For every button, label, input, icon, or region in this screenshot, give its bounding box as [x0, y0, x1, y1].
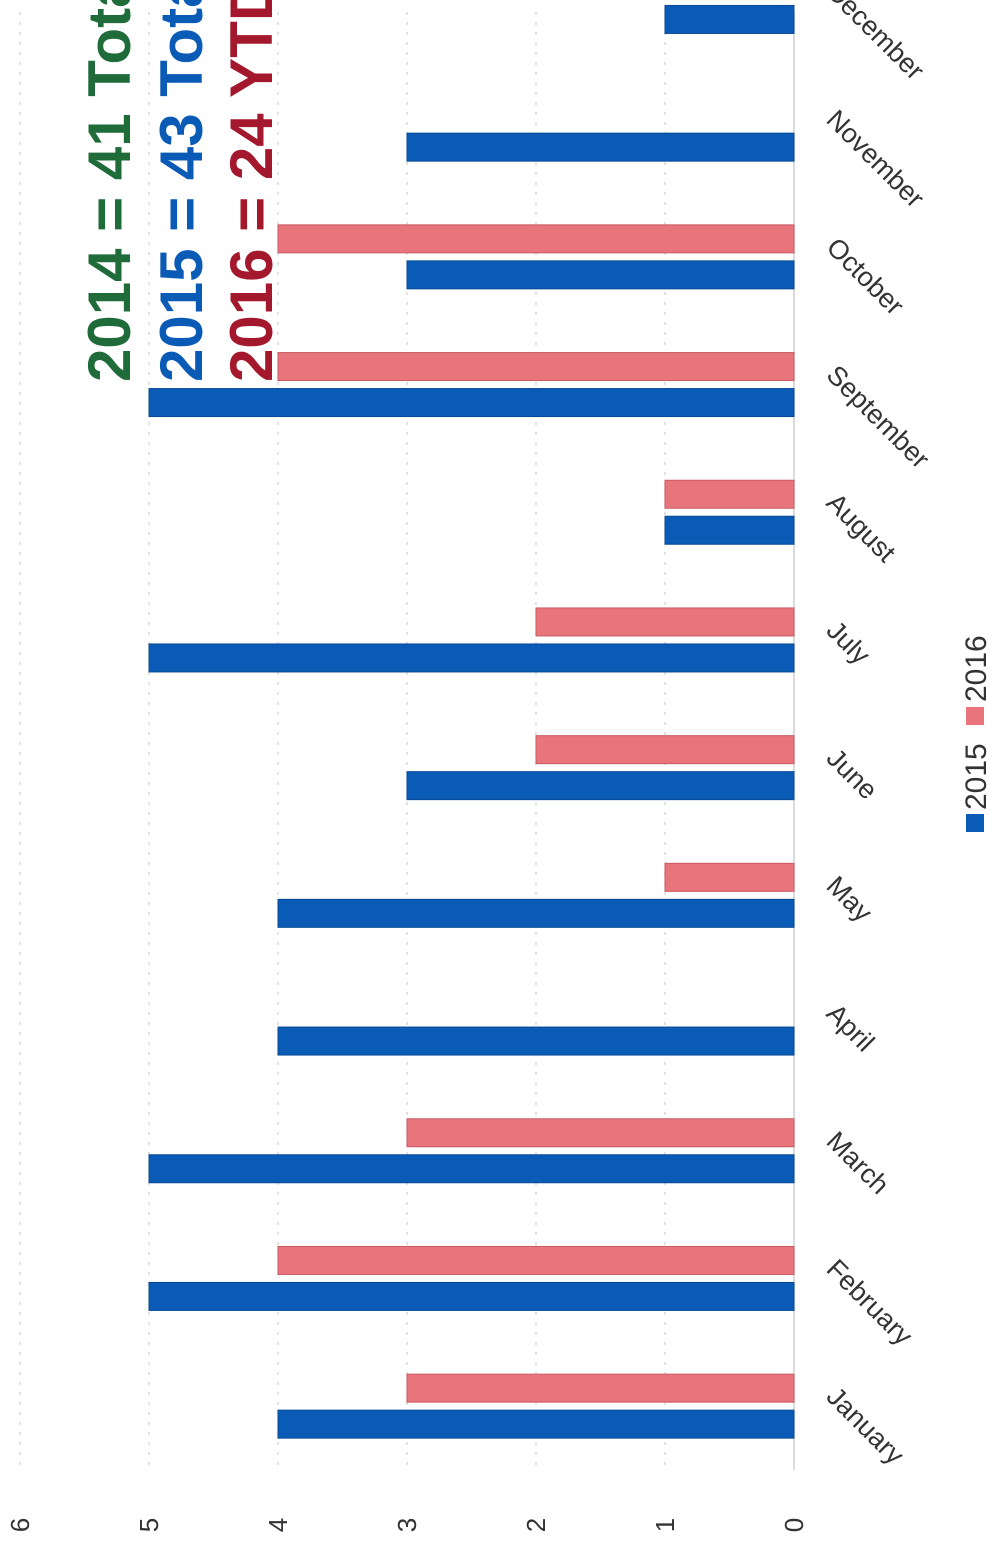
tick-label-1: 1	[650, 1518, 680, 1532]
category-label-january: January	[821, 1381, 910, 1470]
category-label-december: December	[821, 0, 930, 86]
bar-2015-july	[148, 643, 795, 673]
legend-swatch-2016	[966, 707, 984, 725]
category-label-september: September	[821, 360, 936, 475]
annotation-2014-total: 2014 = 41 Total	[76, 0, 143, 382]
bar-2015-april	[277, 1026, 795, 1056]
tick-label-5: 5	[134, 1518, 164, 1532]
bar-2015-may	[277, 898, 795, 928]
category-label-july: July	[821, 615, 877, 671]
tick-label-0: 0	[779, 1518, 809, 1532]
bar-2016-july	[535, 607, 795, 637]
legend-label-2015: 2015	[960, 743, 992, 810]
category-label-october: October	[821, 232, 910, 321]
bar-2015-january	[277, 1409, 795, 1439]
category-label-august: August	[821, 487, 902, 568]
bar-2016-january	[406, 1373, 795, 1403]
category-label-march: March	[821, 1126, 895, 1200]
bar-2016-june	[535, 735, 795, 765]
bar-layer	[148, 4, 795, 1439]
bar-2015-september	[148, 388, 795, 418]
bar-2015-november	[406, 132, 795, 162]
category-label-may: May	[821, 870, 879, 928]
tick-label-6: 6	[5, 1518, 35, 1532]
legend: 2015 2016	[960, 635, 992, 832]
legend-item-2016: 2016	[960, 635, 992, 725]
bar-2015-june	[406, 771, 795, 801]
bar-2016-august	[664, 479, 795, 509]
annotation-2015-total: 2015 = 43 Total	[148, 0, 215, 382]
annotation-group: 2014 = 41 Total 2015 = 43 Total 2016 = 2…	[76, 0, 285, 382]
bar-2015-march	[148, 1154, 795, 1184]
legend-item-2015: 2015	[960, 743, 992, 832]
legend-label-2016: 2016	[960, 635, 992, 702]
category-label-november: November	[821, 104, 930, 213]
legend-swatch-2015	[966, 814, 984, 832]
bar-2015-december	[664, 4, 795, 34]
annotation-2016-ytd: 2016 = 24 YTD	[218, 0, 285, 382]
tick-layer: 0 1 2 3 4 5 6	[5, 1518, 809, 1532]
category-label-february: February	[821, 1253, 919, 1351]
bar-2016-march	[406, 1118, 795, 1148]
bar-2016-october	[277, 224, 795, 254]
bar-2015-october	[406, 260, 795, 290]
bar-2016-may	[664, 862, 795, 892]
category-label-april: April	[821, 998, 880, 1057]
bar-2015-august	[664, 515, 795, 545]
bar-2016-february	[277, 1245, 795, 1275]
category-label-layer: January February March April May June July Augu…	[821, 0, 936, 1471]
tick-label-2: 2	[521, 1518, 551, 1532]
tick-label-4: 4	[263, 1518, 293, 1532]
tick-label-3: 3	[392, 1518, 422, 1532]
bar-2015-february	[148, 1281, 795, 1311]
bar-2016-september	[277, 352, 795, 382]
category-label-june: June	[821, 743, 884, 806]
